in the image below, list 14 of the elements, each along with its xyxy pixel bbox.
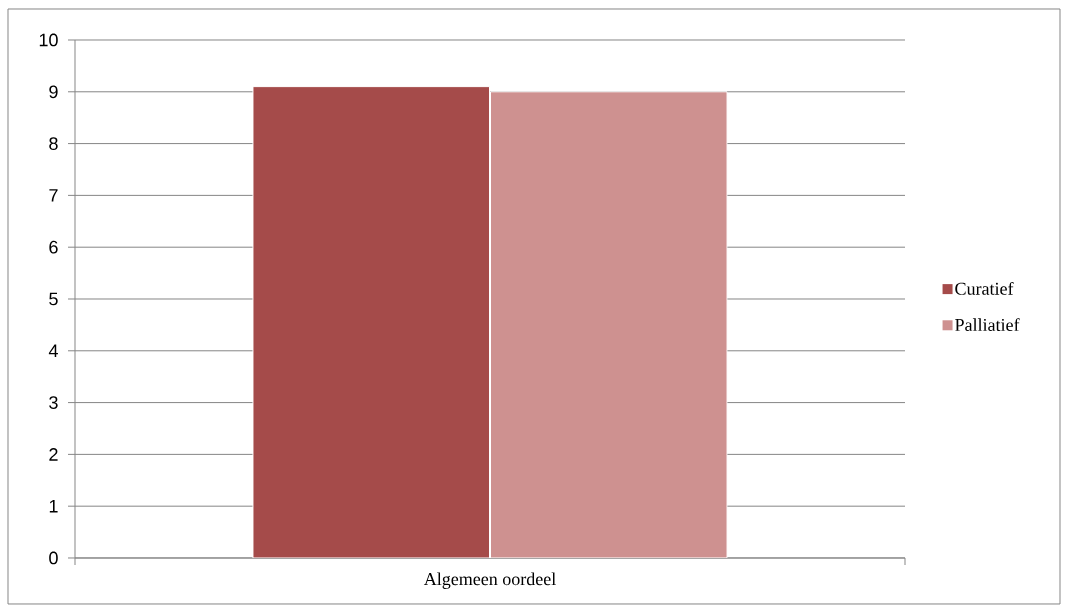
legend-label: Palliatief	[955, 318, 1020, 332]
y-tick-label: 9	[49, 85, 58, 99]
y-tick-label: 8	[49, 137, 58, 150]
legend-label: Curatief	[955, 282, 1014, 295]
y-tick-label: 1	[49, 499, 58, 513]
y-tick-label: 2	[49, 448, 58, 461]
y-tick-label: 10	[39, 33, 58, 47]
y-tick-label: 5	[49, 292, 58, 306]
y-tick-label: 6	[49, 240, 58, 254]
y-tick-label: 3	[49, 396, 58, 409]
y-tick-label: 7	[49, 189, 58, 202]
x-tick-label: Algemeen oordeel	[423, 572, 556, 589]
y-tick-label: 0	[49, 551, 58, 565]
y-tick-label: 4	[48, 344, 58, 357]
